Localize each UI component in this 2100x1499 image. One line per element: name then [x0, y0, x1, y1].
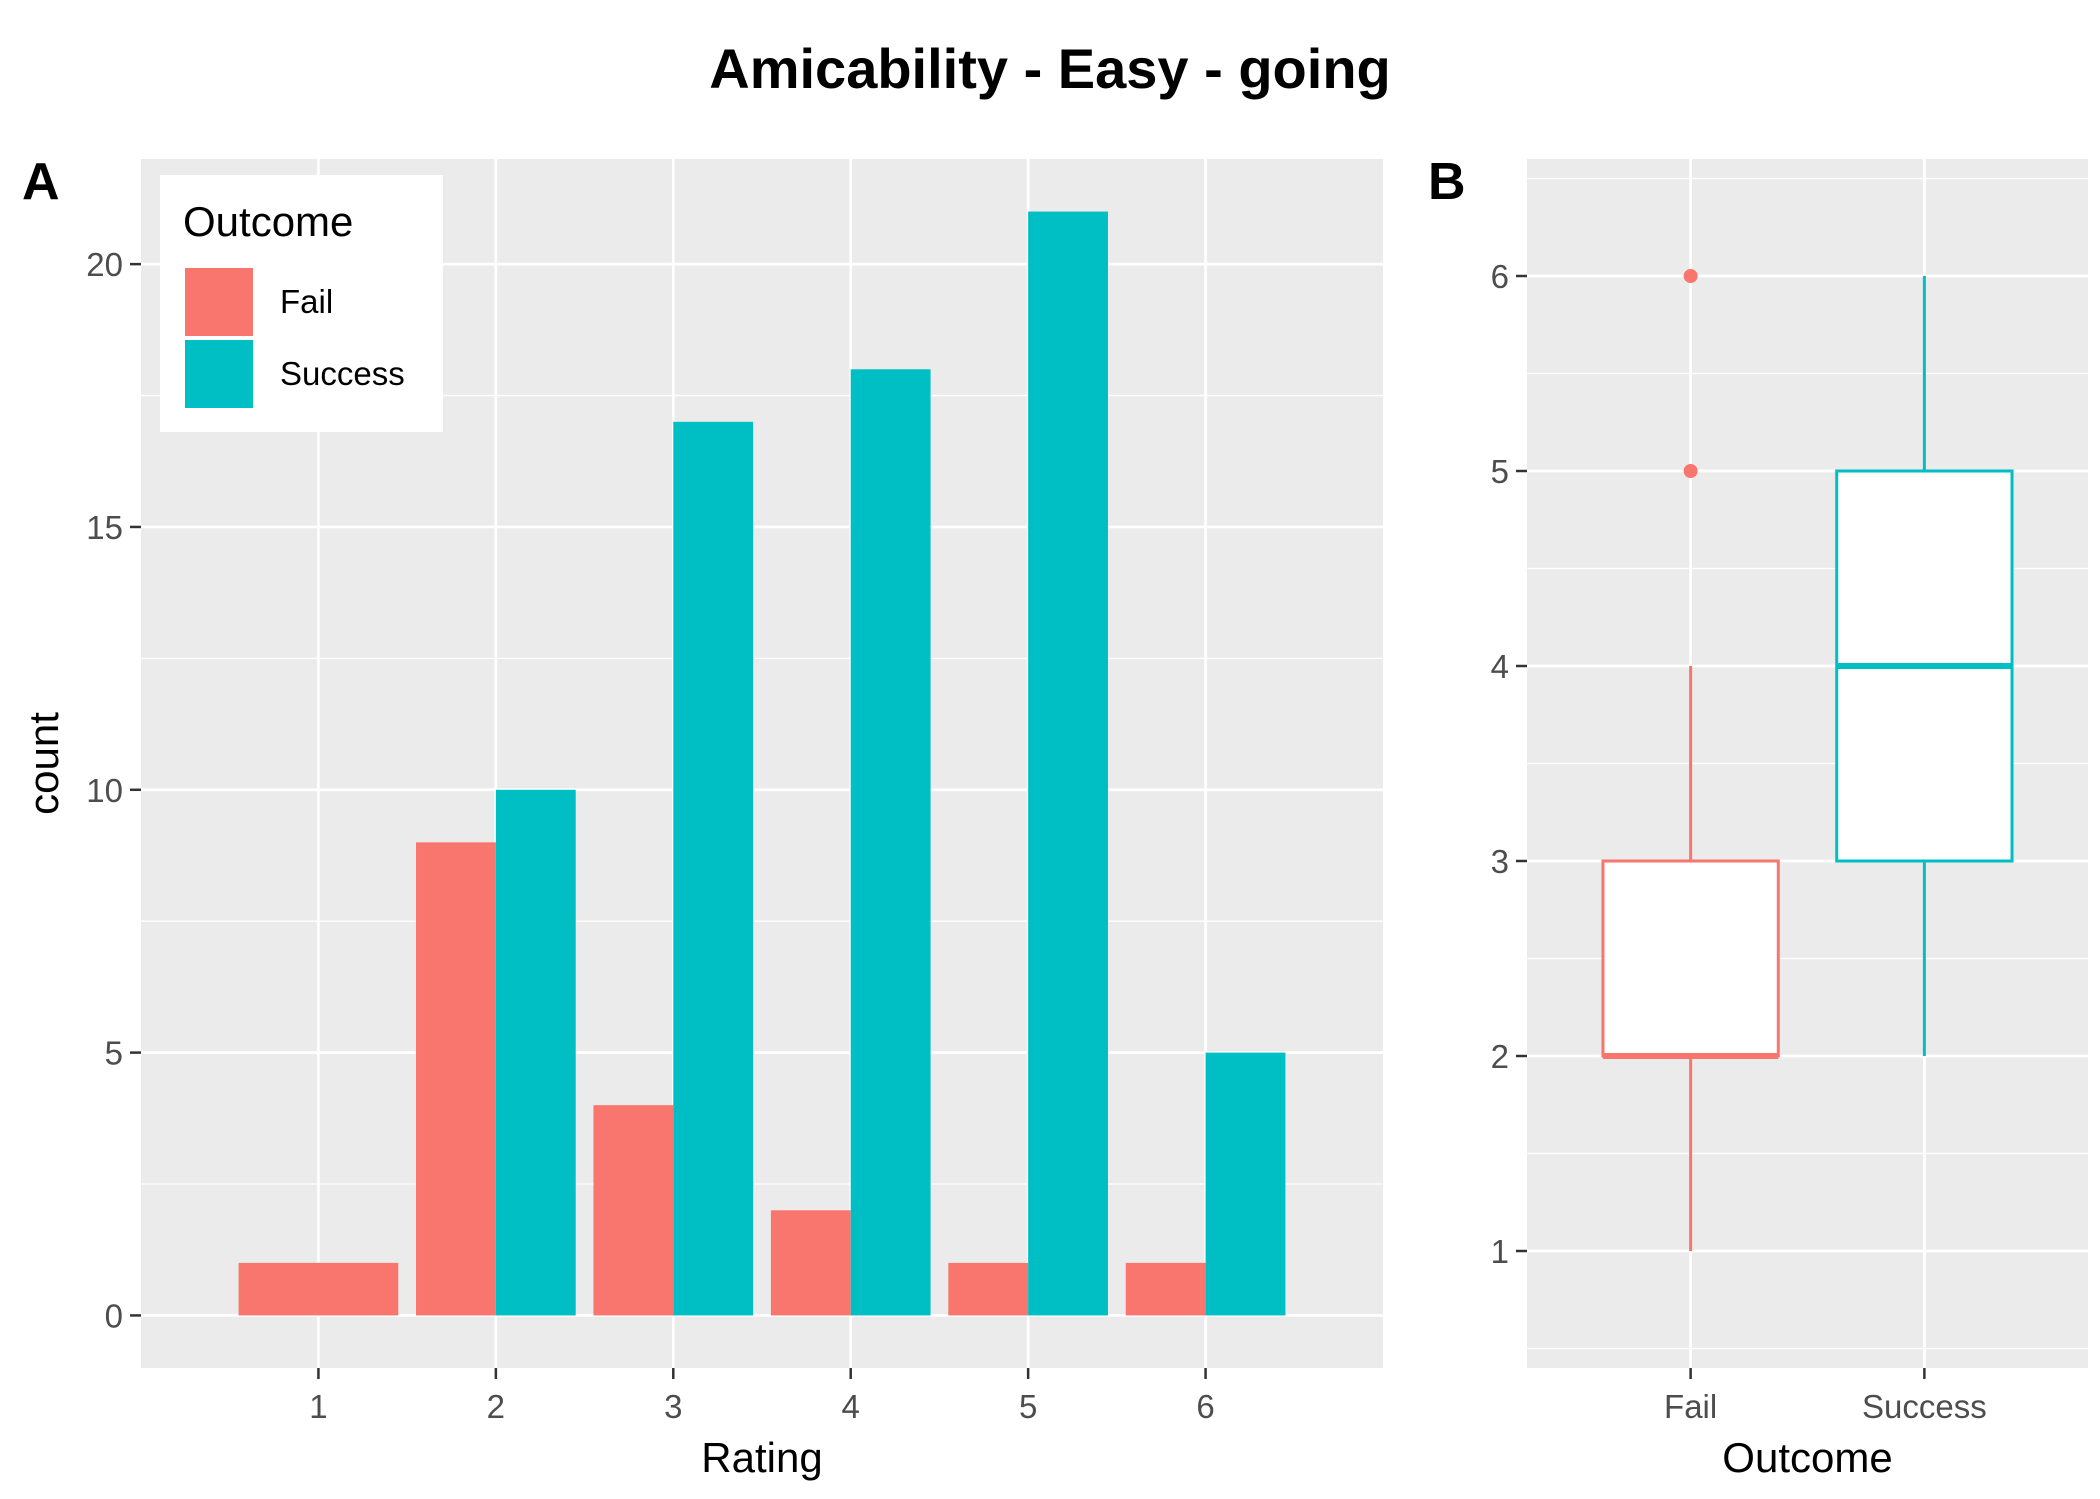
outlier-fail [1683, 269, 1698, 283]
y-tick-label: 0 [105, 1297, 123, 1334]
x-tick-label: 1 [309, 1388, 327, 1425]
bar-success [850, 369, 931, 1316]
legend-key-success [185, 340, 253, 408]
bar-success [1028, 211, 1108, 1316]
bar-fail [238, 1262, 399, 1316]
outlier-fail [1683, 464, 1698, 478]
y-tick-label: 15 [86, 509, 123, 546]
y-tick-label: 3 [1491, 843, 1509, 880]
y-tick-label: 20 [86, 246, 123, 283]
legend-key-fail [185, 268, 253, 336]
bar-fail [770, 1210, 851, 1316]
y-tick-label: 2 [1491, 1038, 1509, 1075]
legend-title: Outcome [183, 198, 353, 245]
bar-fail [416, 842, 496, 1316]
y-tick-label: 5 [105, 1035, 123, 1072]
x-tick-label: 4 [842, 1388, 860, 1425]
x-tick-label: 3 [664, 1388, 682, 1425]
bar-success [1205, 1052, 1286, 1316]
bar-fail [1125, 1262, 1206, 1316]
y-tick-label: 1 [1491, 1233, 1509, 1270]
x-tick-label: 2 [487, 1388, 505, 1425]
y-tick-label: 4 [1491, 648, 1509, 685]
x-tick-label: 5 [1019, 1388, 1037, 1425]
y-tick-label: 6 [1491, 258, 1509, 295]
legend-label-fail: Fail [280, 283, 333, 320]
bar-fail [593, 1105, 674, 1316]
x-tick-label: Success [1862, 1388, 1987, 1425]
y-tick-label: 5 [1491, 453, 1509, 490]
chart-title: Amicability - Easy - going [709, 37, 1391, 100]
box-plot: 123456FailSuccessOutcomeRating [1491, 159, 2088, 1481]
x-tick-label: Fail [1664, 1388, 1717, 1425]
panel-label-b: B [1428, 153, 1466, 211]
y-axis-title: count [20, 712, 67, 815]
legend-label-success: Success [280, 355, 405, 392]
bar-fail [948, 1262, 1029, 1316]
panel-label-a: A [22, 153, 60, 211]
x-axis-title: Rating [701, 1434, 822, 1481]
box-fail [1601, 859, 1780, 1058]
x-axis-title: Outcome [1722, 1434, 1892, 1481]
bar-success [495, 789, 576, 1316]
bar-success [673, 421, 754, 1316]
bar-chart: 0 5 10 15 20 1 2 3 4 5 6 Rating count Outcome Fail Succ… [20, 159, 1383, 1481]
y-tick-label: 10 [86, 772, 123, 809]
x-tick-label: 6 [1196, 1388, 1214, 1425]
